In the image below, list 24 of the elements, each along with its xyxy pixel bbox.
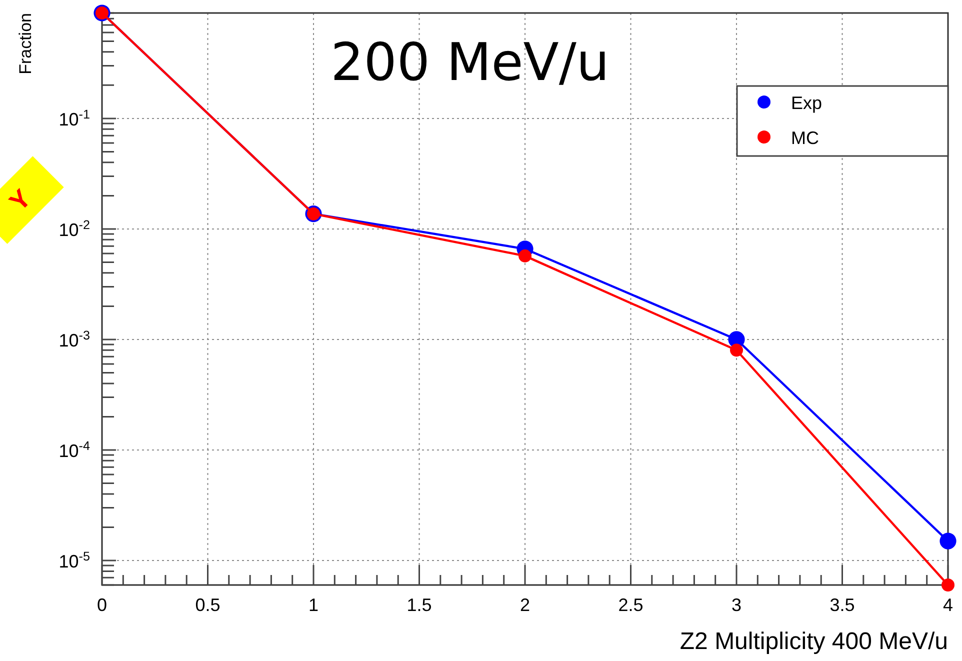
y-axis-title: Fraction [16,13,35,74]
x-tick-label: 3.5 [830,595,855,615]
point [940,532,956,550]
point [942,578,954,592]
y-tick-label: 10$^{-2}$ [58,218,90,240]
y-tick-label: 10$^{-1}$ [58,107,90,130]
y-tick-label: 10$^{-5}$ [58,549,90,572]
x-tick-label: 1 [308,595,319,615]
x-tick-label: 0 [96,595,108,615]
x-tick-label: 1.5 [406,595,432,615]
chart-title: 200 MeV/u [330,33,610,93]
x-tick-label: 3 [731,595,742,615]
x-tick-label: 2 [520,595,530,615]
point [730,344,743,357]
y-tick-label: 10$^{-4}$ [58,438,90,461]
y-tick-label: 10$^{-3}$ [58,328,90,350]
x-tick-label: 0.5 [195,595,220,615]
x-axis-title: Z2 Multiplicity 400 MeV/u [680,628,948,655]
legend-label: Exp [791,93,822,113]
x-tick-label: 4 [942,595,954,615]
text: Y [3,183,37,217]
x-tick-label: 2.5 [618,595,644,615]
legend-label: MC [791,128,819,148]
point [518,249,532,262]
